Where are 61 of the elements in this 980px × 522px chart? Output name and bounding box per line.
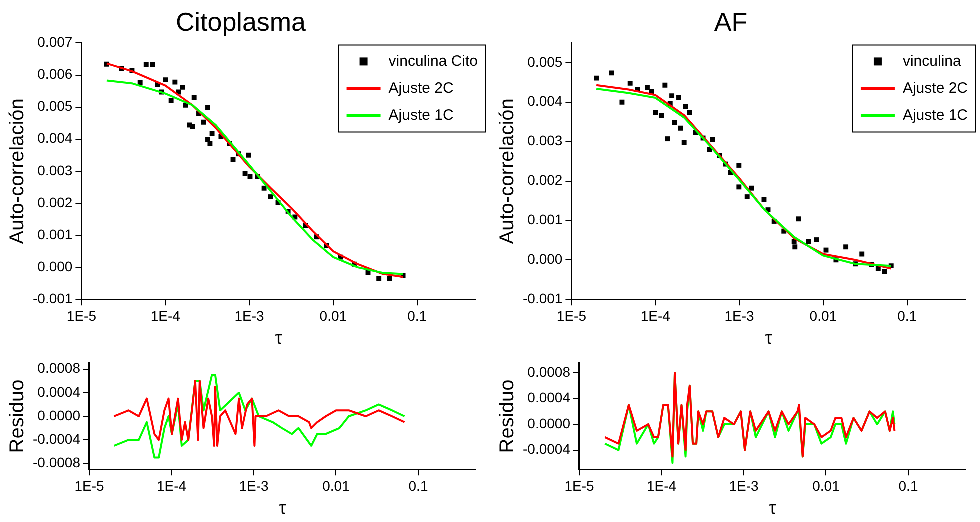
x-axis-title: τ <box>769 498 776 518</box>
y-tick-label: 0.006 <box>38 66 73 82</box>
y-tick-label: 0.004 <box>38 130 73 146</box>
x-tick-label: 1E-3 <box>724 308 755 324</box>
y-tick-label: 0.005 <box>528 54 563 70</box>
x-tick-label: 1E-3 <box>234 308 265 324</box>
y-tick-label: 0.0004 <box>528 390 571 406</box>
legend-label: Ajuste 2C <box>902 80 968 97</box>
y-tick-label: 0.0000 <box>38 407 81 424</box>
x-axis-title: τ <box>275 328 282 348</box>
y-tick-label: 0.004 <box>528 93 563 110</box>
y-tick-label: 0.0008 <box>528 364 571 380</box>
y-tick-label: 0.0000 <box>528 415 571 432</box>
y-tick-label: -0.0004 <box>523 441 571 458</box>
y-tick-label: 0.0008 <box>38 360 81 376</box>
y-tick-label: 0.003 <box>528 132 563 149</box>
x-tick-label: 1E-4 <box>640 308 671 324</box>
x-tick-label: 1E-5 <box>564 478 594 494</box>
y-tick-label: -0.001 <box>32 290 73 306</box>
legend-label: vinculina <box>902 52 962 70</box>
x-tick-label: 0.01 <box>320 308 348 324</box>
x-tick-label: 1E-5 <box>556 308 587 324</box>
x-tick-label: 1E-5 <box>74 478 104 494</box>
x-tick-label: 0.01 <box>322 478 350 494</box>
y-tick-label: -0.0008 <box>33 454 81 471</box>
y-tick-label: 0.000 <box>528 251 563 268</box>
x-tick-label: 0.01 <box>810 308 838 324</box>
y-axis-title: Residuo <box>496 380 519 454</box>
x-tick-label: 1E-4 <box>150 308 181 324</box>
y-tick-label: -0.001 <box>522 290 563 306</box>
chart-title: AF <box>714 6 748 37</box>
chart-title: Citoplasma <box>176 6 307 37</box>
x-tick-label: 0.1 <box>408 308 428 324</box>
y-axis-title: Residuo <box>6 380 29 454</box>
y-tick-label: 0.000 <box>38 258 73 274</box>
x-tick-label: 0.1 <box>898 478 918 494</box>
x-tick-label: 0.1 <box>408 478 428 494</box>
y-tick-label: 0.003 <box>38 162 73 178</box>
y-tick-label: -0.0004 <box>33 430 81 447</box>
y-tick-label: 0.005 <box>38 98 73 114</box>
x-tick-label: 1E-3 <box>729 478 759 494</box>
x-tick-label: 0.1 <box>898 308 918 324</box>
legend-label: Ajuste 1C <box>388 106 454 124</box>
x-axis-title: τ <box>279 498 286 518</box>
x-tick-label: 1E-5 <box>66 308 97 324</box>
x-tick-label: 1E-4 <box>646 478 677 494</box>
x-tick-label: 0.01 <box>812 478 840 494</box>
x-tick-label: 1E-3 <box>239 478 269 494</box>
y-tick-label: 0.001 <box>528 212 563 228</box>
y-tick-label: 0.002 <box>528 172 563 188</box>
y-tick-label: 0.0004 <box>38 384 81 400</box>
y-axis-title: Auto-correlación <box>496 98 519 244</box>
y-axis-title: Auto-correlación <box>6 98 29 244</box>
x-tick-label: 1E-4 <box>156 478 187 494</box>
x-axis-title: τ <box>765 328 772 348</box>
legend-label: vinculina Cito <box>388 52 478 70</box>
y-tick-label: 0.002 <box>38 194 73 210</box>
legend-label: Ajuste 1C <box>902 106 968 124</box>
y-tick-label: 0.007 <box>38 34 73 50</box>
y-tick-label: 0.001 <box>38 226 73 242</box>
legend-label: Ajuste 2C <box>388 80 454 97</box>
